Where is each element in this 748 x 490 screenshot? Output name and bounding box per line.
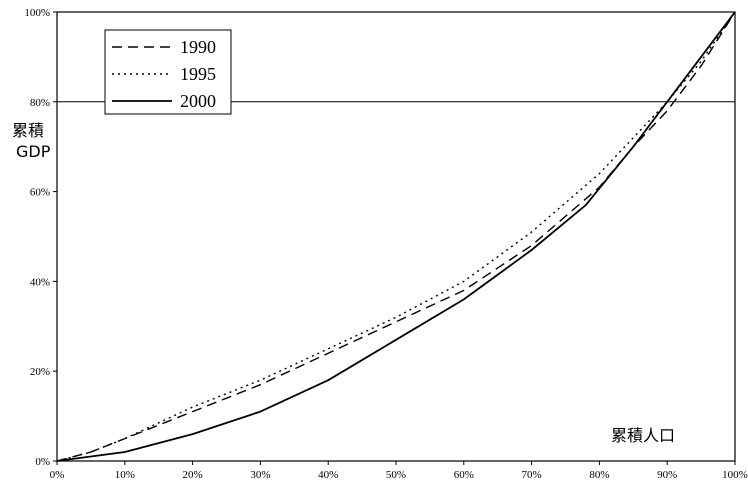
legend-label-1990: 1990 bbox=[180, 37, 216, 57]
x-tick-label: 30% bbox=[250, 469, 270, 481]
series-line-1990 bbox=[56, 11, 736, 462]
x-axis-label: 累積人口 bbox=[611, 426, 675, 445]
x-tick-label: 70% bbox=[522, 469, 542, 481]
y-axis-label-line1: 累積 bbox=[12, 121, 44, 140]
x-tick-label: 100% bbox=[722, 469, 748, 481]
tick-labels: 0% 10% 20% 30% 40% 50% 60% 70% 80% 90% 100% 0% 20% 40… bbox=[24, 7, 748, 481]
y-axis-label-line2: GDP bbox=[16, 142, 51, 161]
y-tick-label: 40% bbox=[30, 276, 50, 288]
x-tick-label: 80% bbox=[589, 469, 609, 481]
y-tick-label: 60% bbox=[30, 187, 50, 199]
legend: 1990 1995 2000 bbox=[104, 29, 232, 115]
y-tick-label: 20% bbox=[30, 366, 50, 378]
x-tick-label: 0% bbox=[50, 469, 65, 481]
y-tick-label: 80% bbox=[30, 97, 50, 109]
legend-label-2000: 2000 bbox=[180, 91, 216, 111]
x-tick-label: 60% bbox=[454, 469, 474, 481]
x-tick-label: 40% bbox=[318, 469, 338, 481]
series-line-2000 bbox=[56, 11, 736, 462]
y-tick-label: 100% bbox=[24, 7, 50, 19]
legend-box bbox=[104, 29, 232, 115]
x-tick-label: 50% bbox=[386, 469, 406, 481]
y-tick-label: 0% bbox=[35, 456, 50, 468]
x-tick-label: 20% bbox=[183, 469, 203, 481]
x-tick-label: 90% bbox=[657, 469, 677, 481]
series-lines bbox=[56, 11, 736, 462]
x-tick-label: 10% bbox=[115, 469, 135, 481]
legend-label-1995: 1995 bbox=[180, 64, 216, 84]
series-line-1995 bbox=[56, 11, 736, 462]
